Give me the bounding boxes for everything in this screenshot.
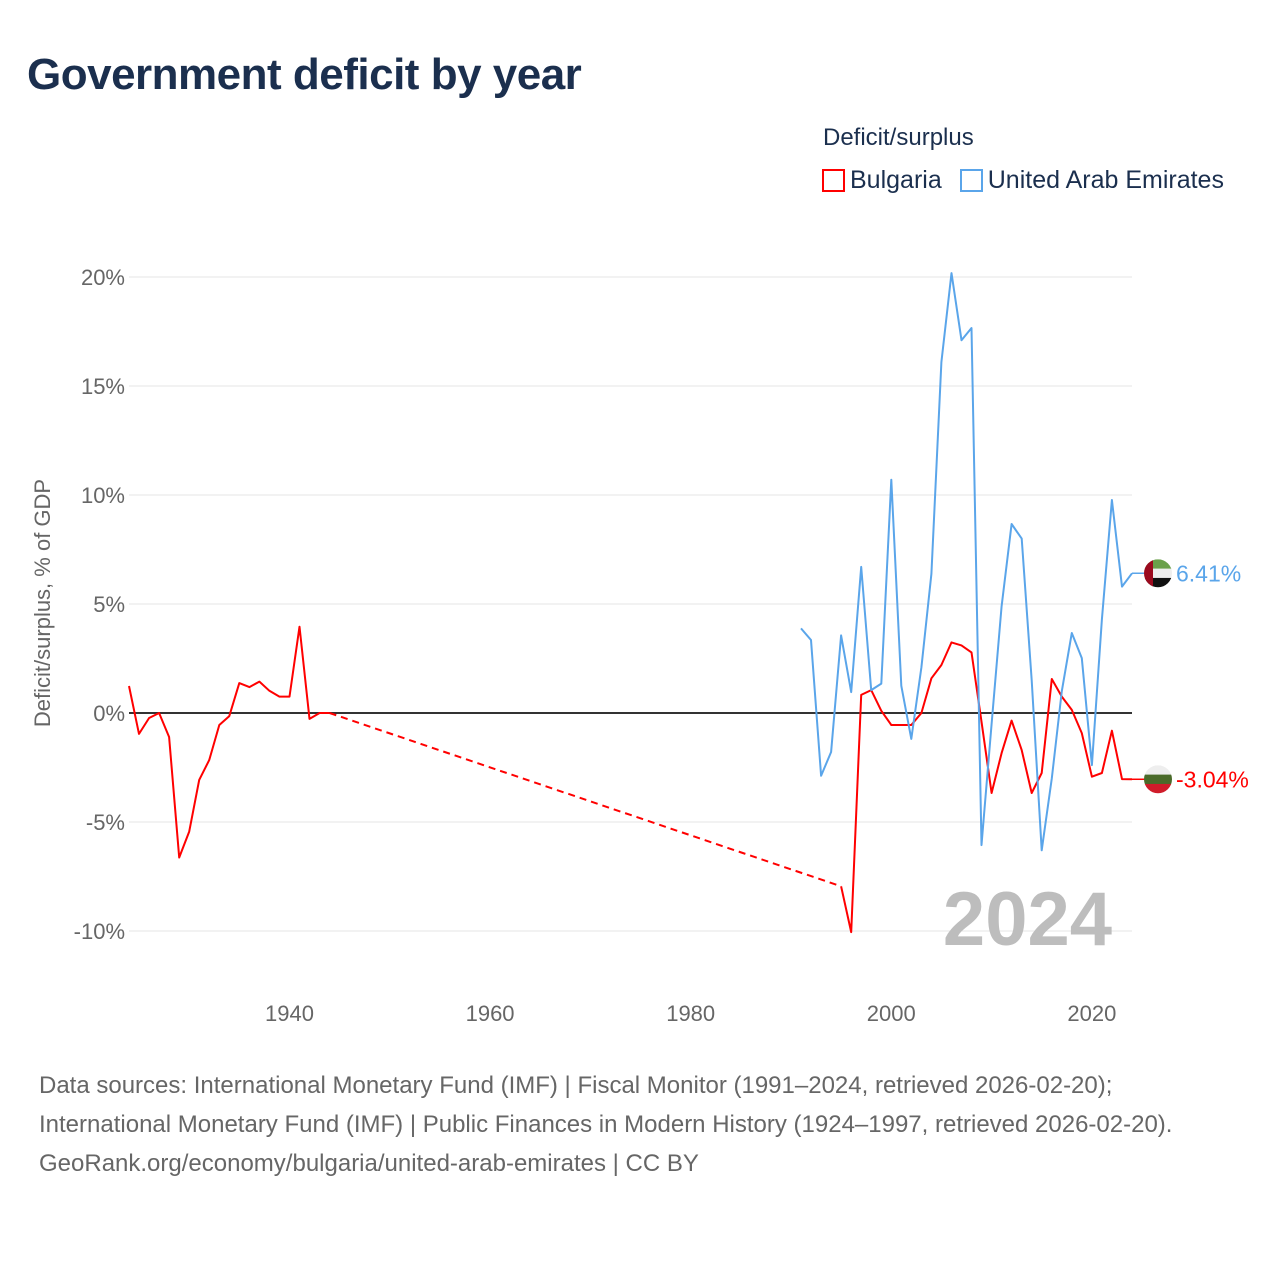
uae-flag-icon: [1144, 559, 1172, 588]
series-line-bulgaria: [128, 625, 330, 859]
y-axis-label: Deficit/surplus, % of GDP: [30, 479, 55, 727]
series-line-uae: [800, 272, 1133, 852]
y-tick-label: 20%: [81, 265, 125, 290]
y-tick-label: -5%: [86, 810, 125, 835]
legend-swatch-bulgaria: [822, 169, 845, 192]
legend-label-uae: United Arab Emirates: [987, 166, 1224, 194]
year-label: 2024: [943, 877, 1112, 962]
legend: Bulgaria United Arab Emirates: [822, 166, 1224, 195]
legend-item-uae[interactable]: United Arab Emirates: [959, 166, 1224, 195]
source-link[interactable]: GeoRank.org/economy/bulgaria/united-arab…: [39, 1150, 699, 1177]
y-tick-label: 5%: [93, 592, 125, 617]
legend-label-bulgaria: Bulgaria: [850, 166, 942, 194]
x-tick-label: 1980: [666, 1001, 715, 1026]
x-tick-label: 2020: [1067, 1001, 1116, 1026]
legend-item-bulgaria[interactable]: Bulgaria: [822, 166, 942, 195]
data-sources: Data sources: International Monetary Fun…: [39, 1072, 1173, 1138]
end-label-uae: 6.41%: [1176, 560, 1241, 586]
legend-title: Deficit/surplus: [823, 124, 974, 151]
x-tick-label: 1940: [265, 1001, 314, 1026]
x-tick-label: 2000: [867, 1001, 916, 1026]
chart-title: Government deficit by year: [27, 50, 582, 99]
x-tick-label: 1960: [466, 1001, 515, 1026]
y-tick-label: 10%: [81, 483, 125, 508]
series-line-bulgaria: [840, 641, 1133, 934]
y-tick-label: 15%: [81, 374, 125, 399]
bulgaria-flag-icon: [1144, 765, 1172, 794]
series-gap-line-bulgaria: [329, 712, 842, 888]
y-tick-label: 0%: [93, 701, 125, 726]
legend-swatch-uae: [959, 169, 983, 192]
y-tick-label: -10%: [74, 919, 125, 944]
footer: Data sources: International Monetary Fun…: [39, 1066, 1239, 1183]
chart-area: -10% -5% 0% 5% 10% 15% 20% 1940 1960 1980 2000 2020…: [30, 265, 1249, 1026]
end-label-bulgaria: -3.04%: [1176, 766, 1249, 792]
